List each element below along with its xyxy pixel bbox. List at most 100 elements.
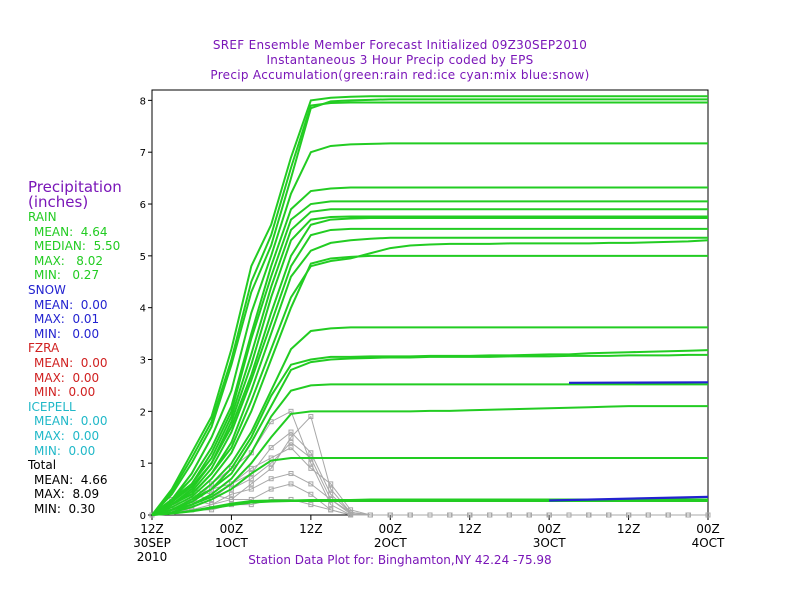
rain-accumulation-series bbox=[151, 95, 708, 516]
y-tick-label: 0 bbox=[140, 511, 146, 522]
instant-precip-point bbox=[308, 460, 314, 466]
instant-precip-point bbox=[665, 512, 671, 518]
instant-precip-point bbox=[248, 465, 254, 471]
legend-icepell-min: MIN: 0.00 bbox=[34, 443, 96, 458]
legend-icepell-mean: MEAN: 0.00 bbox=[34, 414, 108, 429]
legend-rain-median: MEDIAN: 5.50 bbox=[34, 239, 121, 254]
instant-precip-point bbox=[248, 476, 254, 482]
legend-snow-label: SNOW bbox=[28, 282, 66, 297]
instant-precip-point bbox=[328, 486, 334, 492]
x-tick-label: 00Z bbox=[220, 522, 244, 536]
instant-precip-point bbox=[268, 465, 274, 471]
x-tick-year-label: 2010 bbox=[137, 550, 168, 564]
legend-icepell-label: ICEPELL bbox=[28, 399, 76, 414]
legend-total-mean: MEAN: 4.66 bbox=[34, 472, 108, 487]
rain-accumulation-series bbox=[151, 353, 708, 516]
legend-rain-min: MIN: 0.27 bbox=[34, 268, 100, 283]
rain-accumulation-series bbox=[151, 236, 708, 516]
x-tick-date-label: 30SEP bbox=[133, 536, 171, 550]
y-tick-label: 2 bbox=[140, 407, 146, 418]
instant-precip-point bbox=[209, 481, 215, 487]
x-tick-date-label: 2OCT bbox=[374, 536, 407, 550]
rain-accumulation-series bbox=[151, 142, 708, 516]
instant-precip-point bbox=[566, 512, 572, 518]
instant-precip-point bbox=[268, 486, 274, 492]
instant-precip-point bbox=[248, 486, 254, 492]
legend-fzra-label: FZRA bbox=[28, 341, 60, 356]
rain-accumulation-series bbox=[151, 405, 708, 516]
instant-precip-point bbox=[328, 481, 334, 487]
x-tick-label: 12Z bbox=[140, 522, 164, 536]
instant-precip-point bbox=[467, 512, 473, 518]
instant-precip-point bbox=[248, 471, 254, 477]
instant-precip-point bbox=[348, 512, 354, 518]
instant-precip-point bbox=[348, 509, 354, 515]
rain-accumulation-series bbox=[151, 254, 708, 516]
legend-header-units: (inches) bbox=[28, 193, 89, 211]
y-tick-label: 4 bbox=[140, 304, 146, 315]
x-tick-label: 12Z bbox=[458, 522, 482, 536]
instant-precip-point bbox=[427, 512, 433, 518]
instant-precip-point bbox=[705, 512, 711, 518]
instant-precip-point bbox=[526, 512, 532, 518]
rain-accumulation-series bbox=[151, 326, 708, 516]
instant-precip-point bbox=[228, 465, 234, 471]
y-tick-label: 6 bbox=[140, 200, 146, 211]
y-tick-label: 8 bbox=[140, 96, 146, 107]
instant-precip-point bbox=[268, 476, 274, 482]
chart-title-line-2: Instantaneous 3 Hour Precip coded by EPS bbox=[266, 53, 534, 67]
instant-precip-point bbox=[546, 512, 552, 518]
rain-accumulation-series bbox=[151, 217, 708, 516]
legend-total-max: MAX: 8.09 bbox=[34, 487, 100, 502]
legend-total-min: MIN: 0.30 bbox=[34, 501, 96, 516]
instant-precip-point bbox=[308, 502, 314, 508]
legend-snow-mean: MEAN: 0.00 bbox=[34, 297, 108, 312]
x-tick-date-label: 4OCT bbox=[692, 536, 725, 550]
x-tick-label: 12Z bbox=[617, 522, 641, 536]
instant-precip-point bbox=[248, 481, 254, 487]
legend-snow-max: MAX: 0.01 bbox=[34, 312, 100, 327]
instant-precip-point bbox=[288, 445, 294, 451]
legend-snow-min: MIN: 0.00 bbox=[34, 326, 100, 341]
rain-accumulation-series bbox=[151, 208, 708, 516]
legend-fzra-max: MAX: 0.00 bbox=[34, 370, 100, 385]
legend-rain-mean: MEAN: 4.64 bbox=[34, 224, 108, 239]
instant-precip-point bbox=[308, 465, 314, 471]
instant-precip-point bbox=[228, 481, 234, 487]
legend: Precipitation (inches) RAIN MEAN: 4.64 M… bbox=[28, 180, 122, 516]
rain-accumulation-series bbox=[151, 101, 708, 516]
instant-precip-point bbox=[586, 512, 592, 518]
y-tick-label: 5 bbox=[140, 252, 146, 263]
rain-accumulation-series bbox=[151, 215, 708, 516]
rain-accumulation-series bbox=[151, 186, 708, 516]
instant-precip-point bbox=[308, 414, 314, 420]
y-tick-label: 1 bbox=[140, 459, 146, 470]
x-tick-label: 00Z bbox=[379, 522, 403, 536]
rain-accumulation-series bbox=[151, 500, 708, 516]
instant-precip-point bbox=[308, 491, 314, 497]
rain-accumulation-series bbox=[151, 239, 709, 516]
rain-accumulation-series bbox=[151, 383, 708, 516]
chart-title-line-1: SREF Ensemble Member Forecast Initialize… bbox=[212, 38, 588, 52]
instant-precip-point bbox=[387, 512, 393, 518]
legend-rain-max: MAX: 8.02 bbox=[34, 253, 103, 268]
instant-precip-point bbox=[487, 512, 493, 518]
y-tick-label: 7 bbox=[140, 148, 146, 159]
chart-title-line-3: Precip Accumulation(green:rain red:ice c… bbox=[210, 68, 590, 82]
x-tick-date-label: 1OCT bbox=[215, 536, 248, 550]
instant-precip-point bbox=[308, 450, 314, 456]
instant-precip-point bbox=[645, 512, 651, 518]
instant-precip-series bbox=[151, 498, 708, 516]
instant-precip-point bbox=[685, 512, 691, 518]
instant-precip-point bbox=[407, 512, 413, 518]
instant-precip-point bbox=[328, 502, 334, 508]
legend-fzra-mean: MEAN: 0.00 bbox=[34, 355, 108, 370]
x-tick-date-label: 3OCT bbox=[533, 536, 566, 550]
legend-rain-label: RAIN bbox=[28, 210, 57, 224]
instant-precip-point bbox=[228, 491, 234, 497]
plot-frame bbox=[151, 89, 709, 516]
x-tick-label: 00Z bbox=[696, 522, 720, 536]
legend-icepell-max: MAX: 0.00 bbox=[34, 428, 100, 443]
legend-total-label: Total bbox=[28, 458, 57, 473]
